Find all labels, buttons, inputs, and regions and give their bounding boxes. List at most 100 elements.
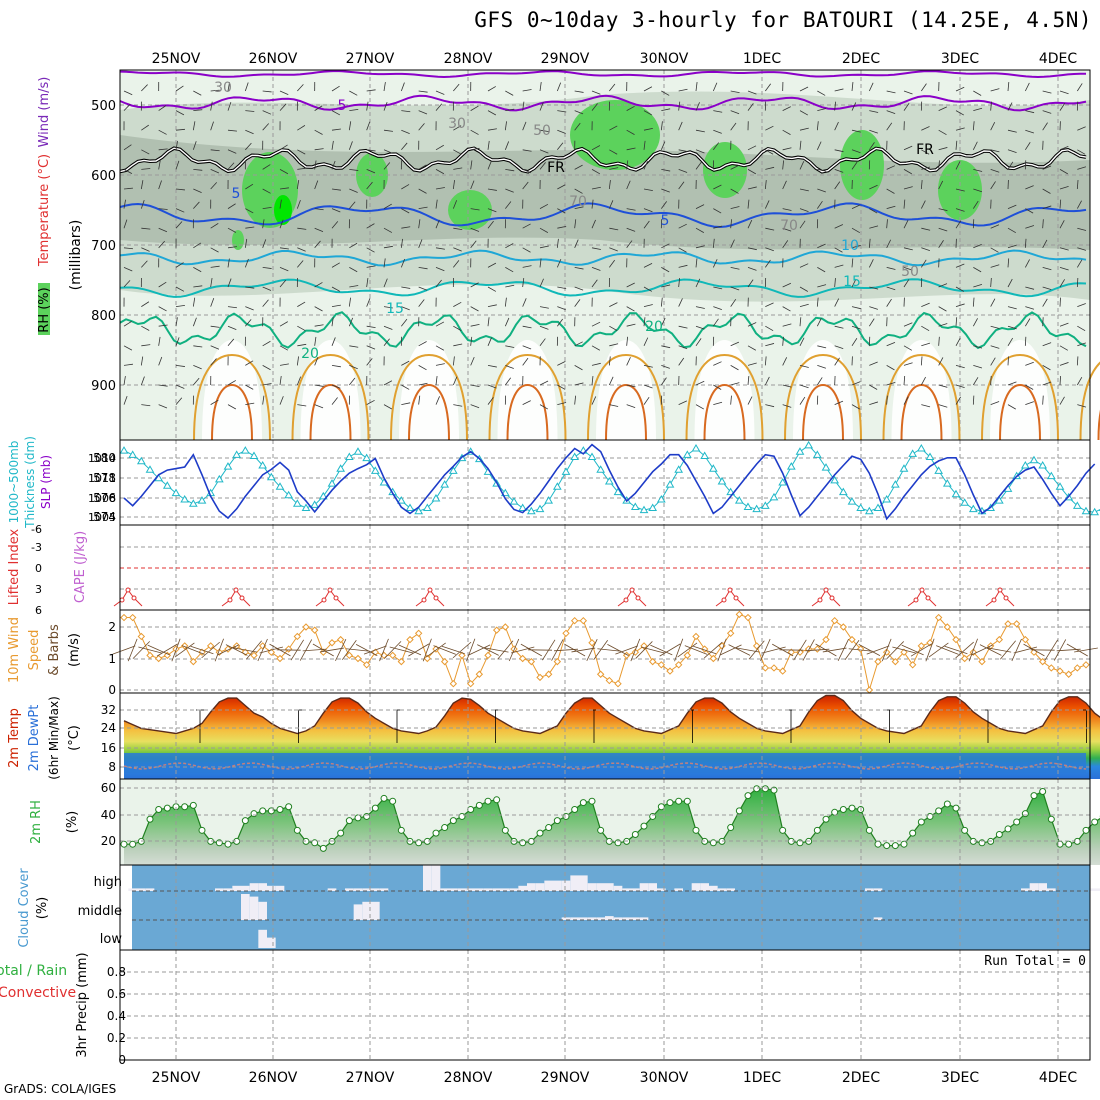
rh2m-point	[735, 807, 743, 815]
wind-barb	[799, 286, 809, 292]
wind-barb-10m	[659, 643, 681, 657]
wind-barb	[695, 204, 705, 209]
wind-barb	[314, 384, 324, 387]
wind-barb	[817, 200, 823, 209]
isotherm-25	[1079, 361, 1100, 441]
contour-label: FR	[916, 142, 934, 158]
wind-barb	[453, 83, 460, 92]
wind-barb	[470, 147, 480, 151]
cloud-high-bar	[579, 875, 588, 891]
wind-barb	[695, 278, 701, 288]
wind-barb	[747, 267, 757, 271]
label-thickness: Thickness (dm)	[23, 436, 37, 529]
lifted-index-tick-label: 6	[35, 604, 42, 617]
wind-barb-10m	[881, 638, 892, 662]
wind-barb	[851, 149, 861, 154]
wind-barb	[348, 121, 352, 131]
wind-barb	[331, 304, 341, 307]
contour-label: 50	[533, 123, 551, 139]
wind-barb	[730, 267, 740, 270]
wind-barb	[1007, 244, 1017, 249]
wind-speed-point	[1082, 661, 1090, 669]
wind-barb	[331, 140, 334, 150]
wind-barb	[1042, 267, 1052, 271]
wind-barb	[938, 283, 948, 288]
wind-barb	[609, 149, 618, 155]
thickness-point	[310, 500, 320, 508]
wind-barb	[348, 297, 351, 307]
wind-speed-point	[1047, 664, 1056, 672]
cloud-high-bar	[492, 888, 501, 891]
wind-barb	[1024, 238, 1027, 248]
wind-barb-10m	[944, 645, 968, 655]
wind-barb	[903, 102, 910, 111]
wind-barb	[868, 318, 875, 327]
wind-barb-10m	[802, 639, 815, 661]
contour-label: 20	[645, 319, 663, 335]
wind-barb	[539, 203, 549, 209]
wind-barb	[695, 306, 705, 309]
wind-barb	[643, 110, 653, 116]
wind-barb	[505, 365, 514, 369]
wind-barb	[453, 343, 463, 347]
wind-barb	[245, 142, 252, 151]
lifted-index-tick-label: -3	[31, 541, 42, 554]
wind-barb	[418, 123, 425, 131]
cloud-high-bar	[501, 888, 510, 891]
wind-barb	[245, 183, 254, 190]
wind-barb	[661, 108, 671, 111]
cloud-high-bar	[518, 885, 527, 891]
wind-speed-point	[1004, 620, 1012, 628]
cloud-high-bar	[691, 883, 701, 891]
wind-barb	[141, 260, 148, 268]
wind-speed-point	[475, 670, 484, 678]
wind-speed-point	[666, 667, 674, 675]
label-slp: SLP (mb)	[39, 455, 53, 509]
wind-barb	[764, 200, 770, 209]
isotherm-10	[119, 249, 1087, 267]
cloud-high-bar	[137, 888, 146, 891]
wind-barb	[799, 303, 809, 307]
wind-barb	[1007, 278, 1013, 288]
cloud-high-bar	[587, 883, 597, 891]
wind-barb	[175, 317, 178, 327]
rh2m-point	[501, 826, 509, 834]
wind-barb	[470, 160, 473, 170]
wind-barb	[504, 121, 507, 131]
wind-barb	[834, 149, 844, 153]
wind-barb	[297, 404, 307, 407]
wind-barb	[574, 90, 584, 93]
freezing-level-inner	[119, 147, 1087, 173]
wind-barb	[1059, 375, 1061, 386]
wind-barb-10m	[1000, 640, 1016, 660]
cloud-high-bar	[379, 888, 389, 891]
wind-barb	[591, 186, 601, 190]
wind-barb	[141, 124, 149, 131]
wind-barb	[123, 144, 132, 151]
wind-barb	[158, 384, 168, 387]
wind-speed-point	[484, 651, 492, 660]
thickness-point	[526, 506, 536, 515]
rh2m-point	[597, 826, 605, 834]
label-rh-units: (%)	[65, 811, 80, 834]
wind-barb	[331, 286, 341, 292]
rh2m-point	[545, 824, 553, 832]
rh2m-point	[813, 826, 821, 834]
wind-barb	[331, 128, 341, 131]
wind-barb	[193, 365, 202, 370]
thickness-point	[830, 475, 840, 484]
wind-barb	[227, 149, 237, 154]
wind-barb	[834, 278, 836, 288]
wind-barb-10m	[925, 638, 935, 662]
thickness-point	[596, 465, 606, 473]
cloud-background	[132, 865, 1090, 950]
rh2m-point	[345, 817, 353, 825]
thickness-point	[535, 504, 545, 513]
wind-barb	[643, 337, 649, 346]
wind-barb	[643, 188, 653, 192]
wind-barb	[349, 90, 358, 96]
thickness-slp-frame	[119, 439, 1091, 526]
wind-barb	[661, 365, 670, 369]
wind-speed-point	[397, 657, 406, 666]
wind-barb	[123, 376, 126, 386]
